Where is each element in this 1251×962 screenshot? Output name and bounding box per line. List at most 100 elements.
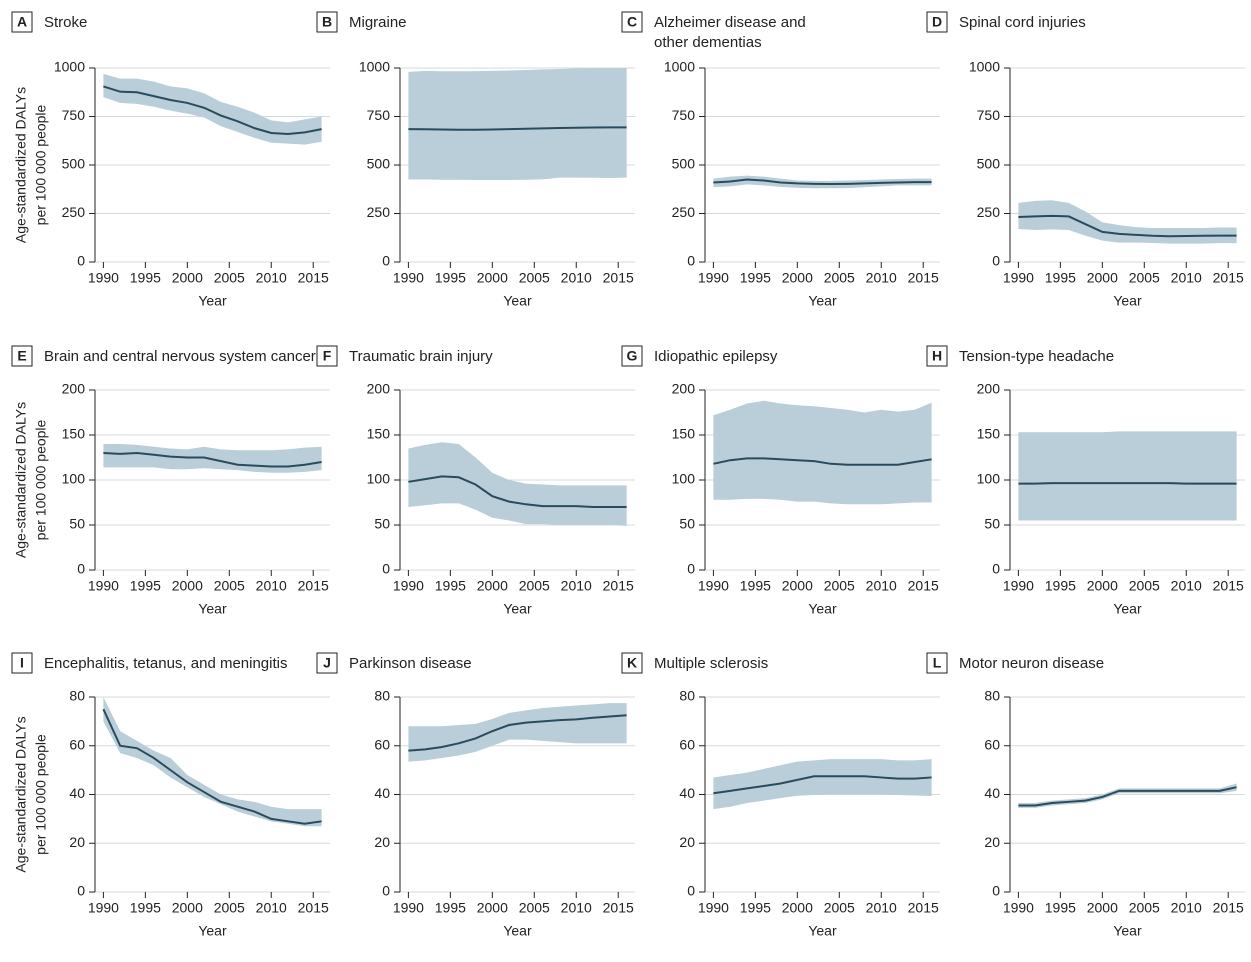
x-tick-label: 2010 xyxy=(256,578,287,594)
x-tick-label: 2000 xyxy=(172,270,203,286)
x-tick-label: 2005 xyxy=(1129,270,1160,286)
uncertainty-band xyxy=(408,68,626,180)
x-tick-label: 2000 xyxy=(477,900,508,916)
x-tick-label: 2005 xyxy=(519,900,550,916)
y-axis-label: Age-standardized DALYs xyxy=(13,87,29,243)
x-tick-label: 2015 xyxy=(298,900,329,916)
y-tick-label: 100 xyxy=(367,471,391,487)
panel-title: Multiple sclerosis xyxy=(654,655,768,672)
x-tick-label: 2005 xyxy=(824,578,855,594)
x-tick-label: 2010 xyxy=(561,578,592,594)
y-axis-label: Age-standardized DALYs xyxy=(13,402,29,558)
y-tick-label: 200 xyxy=(672,381,696,397)
y-tick-label: 0 xyxy=(77,883,85,899)
x-tick-label: 2000 xyxy=(1087,270,1118,286)
uncertainty-band xyxy=(1018,784,1236,808)
y-tick-label: 0 xyxy=(77,561,85,577)
panel-title: Migraine xyxy=(349,14,407,31)
x-tick-label: 2010 xyxy=(256,270,287,286)
y-tick-label: 500 xyxy=(62,156,86,172)
y-tick-label: 0 xyxy=(992,883,1000,899)
y-tick-label: 150 xyxy=(62,426,86,442)
x-tick-label: 2005 xyxy=(214,578,245,594)
panel-label: H xyxy=(932,348,942,364)
y-tick-label: 50 xyxy=(679,516,695,532)
y-tick-label: 100 xyxy=(672,471,696,487)
x-tick-label: 1990 xyxy=(88,578,119,594)
x-tick-label: 1995 xyxy=(130,900,161,916)
y-tick-label: 100 xyxy=(977,471,1001,487)
x-tick-label: 2010 xyxy=(866,270,897,286)
x-tick-label: 1990 xyxy=(1003,578,1034,594)
x-tick-label: 1990 xyxy=(393,270,424,286)
x-tick-label: 2015 xyxy=(603,578,634,594)
x-tick-label: 2015 xyxy=(908,270,939,286)
x-tick-label: 2010 xyxy=(1171,270,1202,286)
x-tick-label: 2005 xyxy=(1129,900,1160,916)
x-tick-label: 1995 xyxy=(1045,578,1076,594)
panel-title: Parkinson disease xyxy=(349,655,472,672)
x-tick-label: 2010 xyxy=(561,270,592,286)
x-tick-label: 2000 xyxy=(1087,578,1118,594)
y-tick-label: 750 xyxy=(367,107,391,123)
x-tick-label: 1995 xyxy=(1045,270,1076,286)
y-tick-label: 20 xyxy=(374,834,390,850)
panel-label: A xyxy=(17,14,27,30)
x-tick-label: 2010 xyxy=(256,900,287,916)
x-axis-label: Year xyxy=(503,293,532,309)
y-tick-label: 500 xyxy=(977,156,1001,172)
y-tick-label: 250 xyxy=(672,204,696,220)
panel-label: J xyxy=(323,655,331,671)
y-tick-label: 1000 xyxy=(969,59,1000,75)
x-axis-label: Year xyxy=(1113,923,1142,939)
y-tick-label: 0 xyxy=(687,883,695,899)
x-tick-label: 1990 xyxy=(88,270,119,286)
y-tick-label: 40 xyxy=(984,785,1000,801)
x-tick-label: 2010 xyxy=(866,578,897,594)
y-tick-label: 500 xyxy=(367,156,391,172)
y-tick-label: 60 xyxy=(679,736,695,752)
x-tick-label: 1995 xyxy=(740,270,771,286)
x-tick-label: 1990 xyxy=(393,578,424,594)
y-tick-label: 0 xyxy=(992,253,1000,269)
x-tick-label: 1995 xyxy=(435,578,466,594)
y-tick-label: 200 xyxy=(62,381,86,397)
line xyxy=(1018,787,1236,805)
x-tick-label: 2010 xyxy=(561,900,592,916)
y-tick-label: 150 xyxy=(367,426,391,442)
x-tick-label: 2010 xyxy=(1171,900,1202,916)
x-axis-label: Year xyxy=(198,923,227,939)
y-tick-label: 40 xyxy=(374,785,390,801)
y-tick-label: 150 xyxy=(977,426,1001,442)
uncertainty-band xyxy=(713,401,931,505)
x-tick-label: 1990 xyxy=(88,900,119,916)
x-tick-label: 1995 xyxy=(740,578,771,594)
x-tick-label: 2000 xyxy=(172,578,203,594)
y-tick-label: 200 xyxy=(367,381,391,397)
uncertainty-band xyxy=(408,703,626,762)
y-tick-label: 250 xyxy=(367,204,391,220)
x-tick-label: 1990 xyxy=(1003,270,1034,286)
panel-label: L xyxy=(933,655,942,671)
y-tick-label: 60 xyxy=(374,736,390,752)
x-tick-label: 2015 xyxy=(298,270,329,286)
x-tick-label: 2005 xyxy=(824,270,855,286)
y-tick-label: 200 xyxy=(977,381,1001,397)
x-tick-label: 2000 xyxy=(782,900,813,916)
uncertainty-band xyxy=(103,697,321,826)
y-tick-label: 750 xyxy=(672,107,696,123)
y-tick-label: 0 xyxy=(687,253,695,269)
y-tick-label: 40 xyxy=(69,785,85,801)
x-tick-label: 2015 xyxy=(908,900,939,916)
x-tick-label: 2015 xyxy=(1213,900,1244,916)
panel-label: D xyxy=(932,14,942,30)
x-tick-label: 2015 xyxy=(603,270,634,286)
y-tick-label: 500 xyxy=(672,156,696,172)
y-tick-label: 40 xyxy=(679,785,695,801)
panel-title: Encephalitis, tetanus, and meningitis xyxy=(44,655,287,672)
y-tick-label: 80 xyxy=(984,688,1000,704)
x-axis-label: Year xyxy=(808,923,837,939)
y-tick-label: 1000 xyxy=(359,59,390,75)
x-tick-label: 2010 xyxy=(866,900,897,916)
x-tick-label: 1990 xyxy=(1003,900,1034,916)
